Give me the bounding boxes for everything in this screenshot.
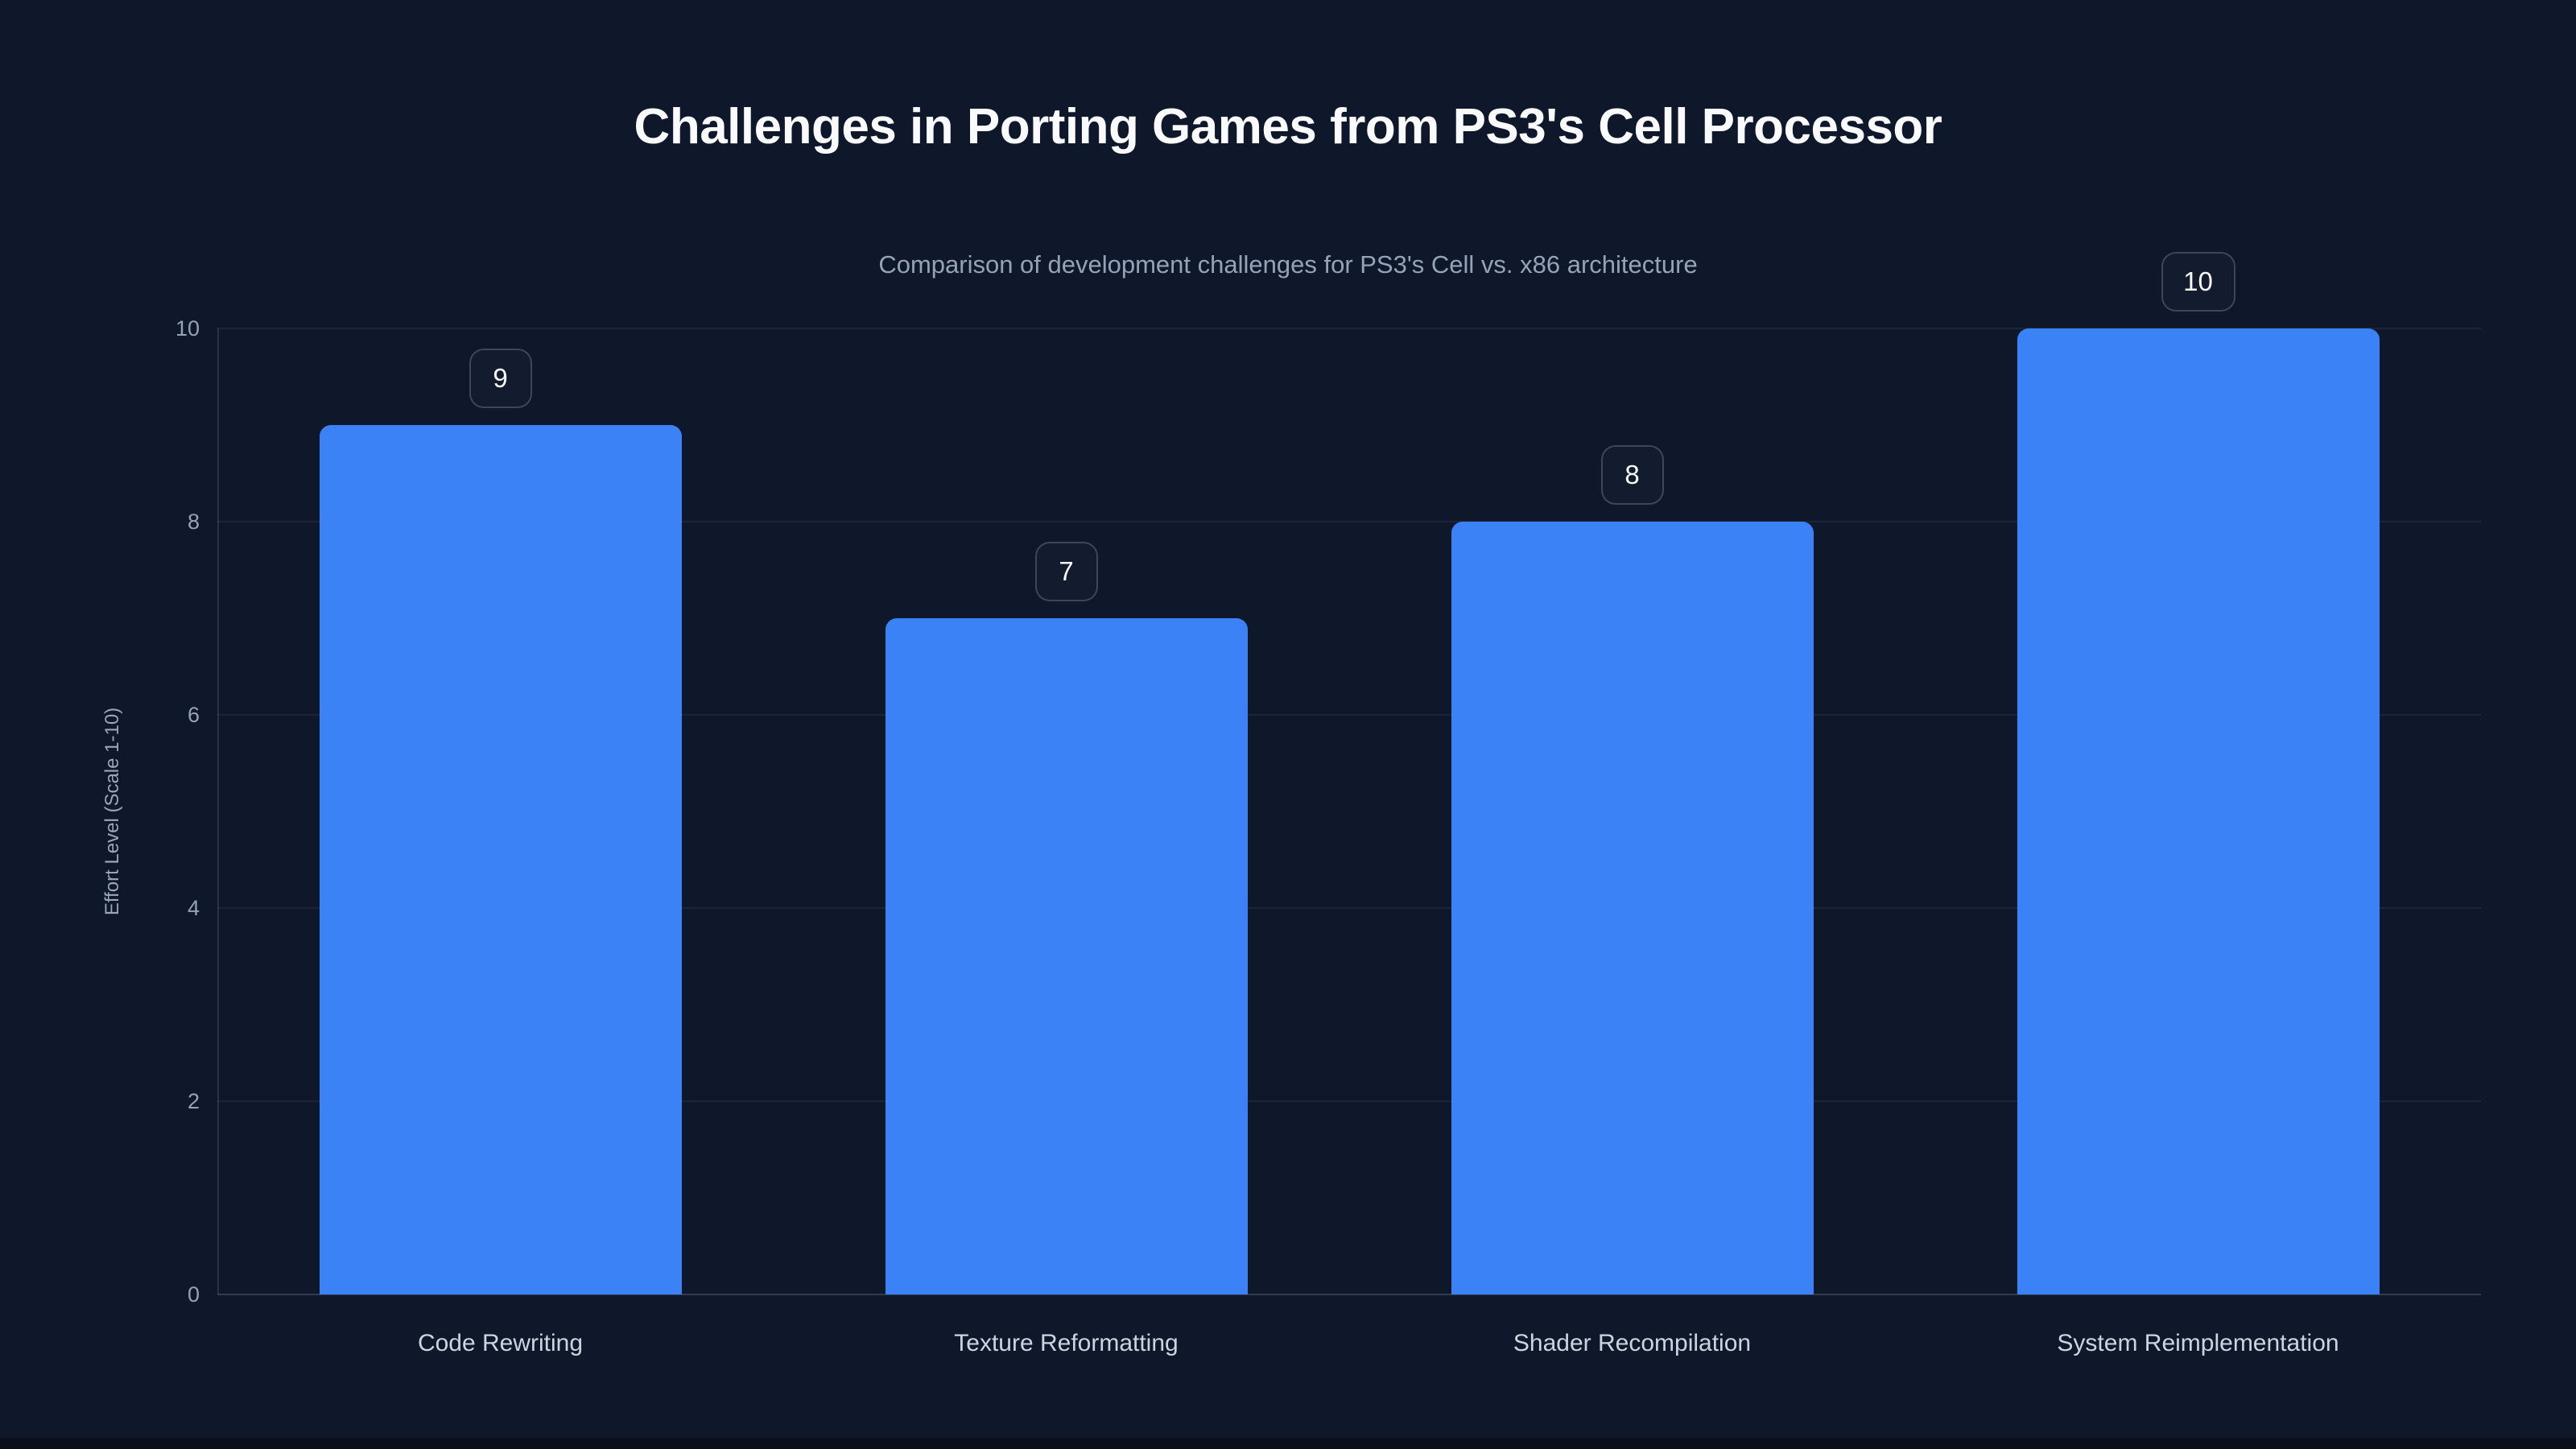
y-axis-title: Effort Level (Scale 1-10) xyxy=(101,707,123,916)
y-tick-label-2: 2 xyxy=(187,1089,200,1113)
value-badge-texture-reformatting: 7 xyxy=(1034,542,1098,601)
gridline-y-8 xyxy=(217,521,2481,522)
gridline-y-4 xyxy=(217,907,2481,909)
y-tick-label-6: 6 xyxy=(187,703,200,727)
y-axis-line xyxy=(217,328,219,1294)
chart-subtitle: Comparison of development challenges for… xyxy=(878,250,1698,279)
gridline-y-6 xyxy=(217,714,2481,716)
bar-code-rewriting[interactable] xyxy=(319,425,682,1294)
category-label-shader-recompilation: Shader Recompilation xyxy=(1513,1330,1752,1356)
bar-shader-recompilation[interactable] xyxy=(1451,522,1814,1294)
y-tick-label-10: 10 xyxy=(175,316,200,341)
gridline-y-10 xyxy=(217,328,2481,329)
gridline-y-2 xyxy=(217,1100,2481,1102)
y-tick-label-0: 0 xyxy=(187,1282,200,1307)
bar-system-reimplementation[interactable] xyxy=(2017,328,2380,1294)
chart-title: Challenges in Porting Games from PS3's C… xyxy=(634,99,1942,155)
y-tick-label-4: 4 xyxy=(187,896,200,920)
category-label-system-reimplementation: System Reimplementation xyxy=(2057,1330,2339,1356)
bar-texture-reformatting[interactable] xyxy=(885,618,1248,1294)
value-badge-code-rewriting: 9 xyxy=(469,349,532,408)
value-badge-shader-recompilation: 8 xyxy=(1600,445,1664,505)
category-label-texture-reformatting: Texture Reformatting xyxy=(954,1330,1179,1356)
y-tick-label-8: 8 xyxy=(187,510,200,534)
footer-strip xyxy=(0,1438,2576,1449)
x-axis-line xyxy=(217,1294,2481,1295)
value-badge-system-reimplementation: 10 xyxy=(2161,252,2235,312)
category-label-code-rewriting: Code Rewriting xyxy=(417,1330,584,1356)
